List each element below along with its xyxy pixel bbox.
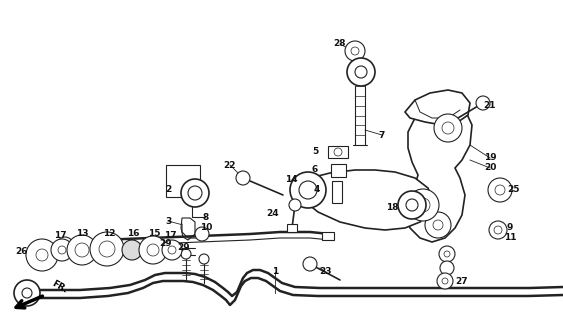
Circle shape: [26, 239, 58, 271]
Text: 28: 28: [334, 39, 346, 49]
Circle shape: [303, 257, 317, 271]
Text: 19: 19: [484, 154, 497, 163]
Circle shape: [199, 254, 209, 264]
Polygon shape: [405, 90, 470, 125]
Bar: [287, 224, 297, 232]
Circle shape: [99, 241, 115, 257]
Text: 16: 16: [127, 229, 139, 238]
Text: 21: 21: [484, 100, 496, 109]
Bar: [328, 146, 348, 158]
Circle shape: [139, 236, 167, 264]
Text: 5: 5: [312, 148, 318, 156]
Circle shape: [425, 212, 451, 238]
Circle shape: [236, 171, 250, 185]
Circle shape: [442, 278, 448, 284]
Circle shape: [75, 243, 89, 257]
Circle shape: [407, 189, 439, 221]
Circle shape: [122, 240, 142, 260]
Text: 17: 17: [53, 231, 66, 241]
Circle shape: [398, 191, 426, 219]
Text: 20: 20: [484, 164, 496, 172]
Circle shape: [476, 96, 490, 110]
Circle shape: [14, 280, 40, 306]
Text: FR.: FR.: [50, 279, 69, 295]
Text: 25: 25: [507, 186, 519, 195]
Text: 7: 7: [379, 131, 385, 140]
Circle shape: [406, 199, 418, 211]
Text: 13: 13: [76, 229, 88, 238]
Circle shape: [299, 181, 317, 199]
Text: 8: 8: [203, 213, 209, 222]
Circle shape: [439, 246, 455, 262]
Circle shape: [488, 178, 512, 202]
Circle shape: [289, 199, 301, 211]
Circle shape: [416, 198, 430, 212]
Circle shape: [90, 232, 124, 266]
Bar: [330, 164, 346, 177]
Text: 3: 3: [165, 217, 171, 226]
Circle shape: [195, 227, 209, 241]
Text: 23: 23: [320, 268, 332, 276]
Text: 29: 29: [178, 244, 190, 252]
Circle shape: [433, 220, 443, 230]
Polygon shape: [295, 170, 433, 230]
Text: 18: 18: [386, 203, 398, 212]
Text: 24: 24: [267, 209, 279, 218]
Circle shape: [162, 240, 182, 260]
Bar: [348, 46, 361, 56]
Circle shape: [67, 235, 97, 265]
Circle shape: [351, 47, 359, 55]
Circle shape: [355, 66, 367, 78]
Text: 14: 14: [285, 175, 297, 185]
Text: 6: 6: [312, 165, 318, 174]
Text: 12: 12: [103, 229, 115, 238]
Circle shape: [290, 172, 326, 208]
Circle shape: [57, 237, 73, 253]
Circle shape: [51, 239, 73, 261]
Circle shape: [168, 246, 176, 254]
Circle shape: [494, 226, 502, 234]
Circle shape: [444, 251, 450, 257]
Text: 9: 9: [507, 223, 513, 233]
Circle shape: [181, 179, 209, 207]
Text: 26: 26: [16, 247, 28, 257]
Text: 27: 27: [455, 277, 468, 286]
Circle shape: [188, 186, 202, 200]
Circle shape: [347, 58, 375, 86]
Circle shape: [495, 185, 505, 195]
Text: 29: 29: [160, 238, 172, 247]
Text: 4: 4: [314, 186, 320, 195]
Circle shape: [58, 246, 66, 254]
Text: 22: 22: [224, 161, 236, 170]
Circle shape: [434, 114, 462, 142]
Circle shape: [147, 244, 159, 256]
Text: 17: 17: [164, 231, 176, 241]
Bar: [322, 232, 334, 240]
Circle shape: [345, 41, 365, 61]
Circle shape: [334, 148, 342, 156]
Bar: [166, 165, 200, 197]
Polygon shape: [181, 218, 195, 240]
Polygon shape: [405, 105, 472, 242]
Circle shape: [22, 288, 32, 298]
Text: 15: 15: [148, 229, 160, 238]
Text: 11: 11: [504, 234, 516, 243]
Text: 2: 2: [165, 186, 171, 195]
Circle shape: [36, 249, 48, 261]
Circle shape: [437, 273, 453, 289]
Circle shape: [440, 261, 454, 275]
Bar: [332, 181, 342, 203]
Text: 10: 10: [200, 223, 212, 233]
Circle shape: [181, 249, 191, 259]
Circle shape: [442, 122, 454, 134]
Text: 1: 1: [272, 268, 278, 276]
Circle shape: [489, 221, 507, 239]
